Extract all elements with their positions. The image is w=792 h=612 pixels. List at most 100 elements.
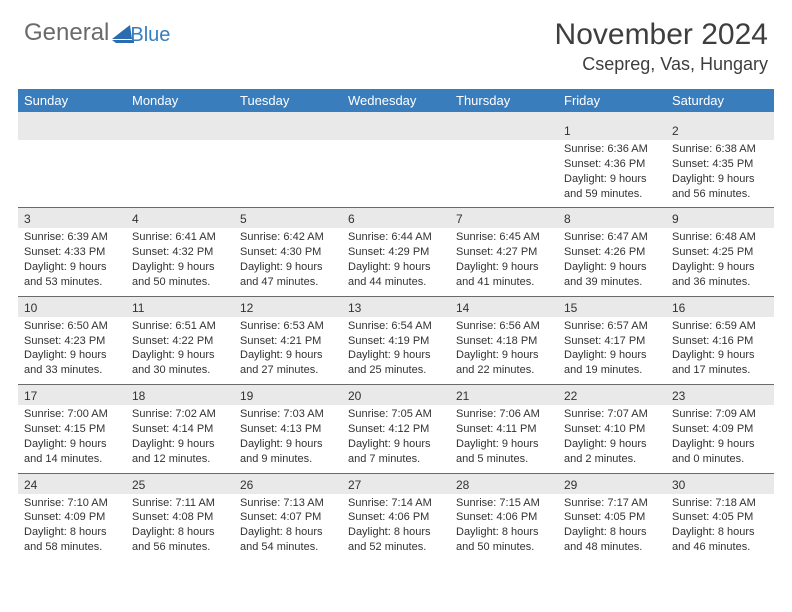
detail-cell: Sunrise: 6:41 AMSunset: 4:32 PMDaylight:…: [126, 228, 234, 296]
detail-cell: Sunrise: 6:51 AMSunset: 4:22 PMDaylight:…: [126, 317, 234, 385]
detail-line: Sunset: 4:21 PM: [240, 334, 336, 349]
detail-line: Sunset: 4:09 PM: [24, 510, 120, 525]
detail-line: Sunrise: 7:06 AM: [456, 407, 552, 422]
detail-line: Sunset: 4:09 PM: [672, 422, 768, 437]
detail-line: Sunrise: 7:13 AM: [240, 496, 336, 511]
detail-cell: Sunrise: 7:17 AMSunset: 4:05 PMDaylight:…: [558, 494, 666, 561]
detail-line: Sunrise: 6:50 AM: [24, 319, 120, 334]
day-header-saturday: Saturday: [666, 89, 774, 112]
date-cell: 10: [18, 296, 126, 317]
date-cell: 25: [126, 473, 234, 494]
day-header-thursday: Thursday: [450, 89, 558, 112]
spacer-row: [18, 112, 774, 120]
date-cell: 24: [18, 473, 126, 494]
date-cell: 26: [234, 473, 342, 494]
detail-line: Sunrise: 6:53 AM: [240, 319, 336, 334]
detail-cell: Sunrise: 6:53 AMSunset: 4:21 PMDaylight:…: [234, 317, 342, 385]
detail-line: Daylight: 9 hours: [24, 437, 120, 452]
date-cell: 21: [450, 385, 558, 406]
detail-cell: Sunrise: 6:56 AMSunset: 4:18 PMDaylight:…: [450, 317, 558, 385]
detail-line: Sunrise: 7:17 AM: [564, 496, 660, 511]
detail-line: Sunset: 4:32 PM: [132, 245, 228, 260]
title-block: November 2024 Csepreg, Vas, Hungary: [555, 18, 768, 75]
detail-cell: [126, 140, 234, 208]
detail-line: Sunset: 4:11 PM: [456, 422, 552, 437]
detail-line: Daylight: 9 hours: [564, 437, 660, 452]
detail-line: Sunrise: 7:07 AM: [564, 407, 660, 422]
date-cell: [126, 120, 234, 140]
detail-line: Sunset: 4:26 PM: [564, 245, 660, 260]
detail-line: Sunrise: 6:57 AM: [564, 319, 660, 334]
date-cell: 29: [558, 473, 666, 494]
detail-line: Sunset: 4:13 PM: [240, 422, 336, 437]
date-cell: 19: [234, 385, 342, 406]
detail-cell: Sunrise: 6:50 AMSunset: 4:23 PMDaylight:…: [18, 317, 126, 385]
detail-line: Daylight: 9 hours: [564, 172, 660, 187]
date-cell: 14: [450, 296, 558, 317]
detail-cell: Sunrise: 7:15 AMSunset: 4:06 PMDaylight:…: [450, 494, 558, 561]
date-cell: 17: [18, 385, 126, 406]
detail-cell: Sunrise: 6:48 AMSunset: 4:25 PMDaylight:…: [666, 228, 774, 296]
detail-line: Daylight: 8 hours: [132, 525, 228, 540]
detail-line: and 52 minutes.: [348, 540, 444, 555]
date-row: 10111213141516: [18, 296, 774, 317]
date-cell: 2: [666, 120, 774, 140]
date-cell: 22: [558, 385, 666, 406]
detail-line: Sunrise: 6:42 AM: [240, 230, 336, 245]
detail-line: Sunrise: 7:09 AM: [672, 407, 768, 422]
detail-line: and 2 minutes.: [564, 452, 660, 467]
detail-line: and 5 minutes.: [456, 452, 552, 467]
detail-line: and 39 minutes.: [564, 275, 660, 290]
detail-line: Sunset: 4:23 PM: [24, 334, 120, 349]
date-cell: 23: [666, 385, 774, 406]
day-header-monday: Monday: [126, 89, 234, 112]
detail-line: Sunrise: 6:47 AM: [564, 230, 660, 245]
detail-line: Daylight: 9 hours: [240, 348, 336, 363]
detail-line: Sunset: 4:15 PM: [24, 422, 120, 437]
detail-line: and 59 minutes.: [564, 187, 660, 202]
day-header-wednesday: Wednesday: [342, 89, 450, 112]
detail-line: Sunrise: 6:36 AM: [564, 142, 660, 157]
date-cell: 6: [342, 208, 450, 229]
detail-line: Daylight: 8 hours: [24, 525, 120, 540]
detail-line: Daylight: 9 hours: [240, 437, 336, 452]
detail-line: Sunset: 4:07 PM: [240, 510, 336, 525]
detail-line: Sunrise: 7:11 AM: [132, 496, 228, 511]
detail-line: Sunset: 4:29 PM: [348, 245, 444, 260]
detail-line: Sunrise: 7:03 AM: [240, 407, 336, 422]
detail-cell: Sunrise: 7:10 AMSunset: 4:09 PMDaylight:…: [18, 494, 126, 561]
detail-line: Sunrise: 7:02 AM: [132, 407, 228, 422]
detail-line: and 17 minutes.: [672, 363, 768, 378]
detail-line: and 53 minutes.: [24, 275, 120, 290]
detail-cell: Sunrise: 7:11 AMSunset: 4:08 PMDaylight:…: [126, 494, 234, 561]
detail-line: and 14 minutes.: [24, 452, 120, 467]
detail-line: Sunrise: 6:39 AM: [24, 230, 120, 245]
detail-cell: Sunrise: 7:07 AMSunset: 4:10 PMDaylight:…: [558, 405, 666, 473]
detail-cell: [18, 140, 126, 208]
detail-line: Daylight: 8 hours: [564, 525, 660, 540]
detail-line: and 56 minutes.: [672, 187, 768, 202]
detail-line: Daylight: 8 hours: [456, 525, 552, 540]
detail-line: Sunset: 4:08 PM: [132, 510, 228, 525]
detail-line: Sunset: 4:33 PM: [24, 245, 120, 260]
detail-line: and 50 minutes.: [456, 540, 552, 555]
detail-line: and 36 minutes.: [672, 275, 768, 290]
detail-line: Sunrise: 6:59 AM: [672, 319, 768, 334]
detail-cell: Sunrise: 7:14 AMSunset: 4:06 PMDaylight:…: [342, 494, 450, 561]
date-cell: [234, 120, 342, 140]
detail-line: and 25 minutes.: [348, 363, 444, 378]
detail-line: Daylight: 8 hours: [240, 525, 336, 540]
detail-line: Sunset: 4:27 PM: [456, 245, 552, 260]
location: Csepreg, Vas, Hungary: [555, 54, 768, 75]
detail-line: Sunset: 4:25 PM: [672, 245, 768, 260]
detail-cell: Sunrise: 6:47 AMSunset: 4:26 PMDaylight:…: [558, 228, 666, 296]
detail-line: Sunset: 4:14 PM: [132, 422, 228, 437]
detail-cell: Sunrise: 6:38 AMSunset: 4:35 PMDaylight:…: [666, 140, 774, 208]
detail-cell: Sunrise: 6:59 AMSunset: 4:16 PMDaylight:…: [666, 317, 774, 385]
date-cell: 4: [126, 208, 234, 229]
date-cell: 13: [342, 296, 450, 317]
calendar-table: SundayMondayTuesdayWednesdayThursdayFrid…: [18, 89, 774, 561]
detail-line: and 19 minutes.: [564, 363, 660, 378]
detail-line: Daylight: 8 hours: [672, 525, 768, 540]
detail-line: Sunrise: 7:10 AM: [24, 496, 120, 511]
